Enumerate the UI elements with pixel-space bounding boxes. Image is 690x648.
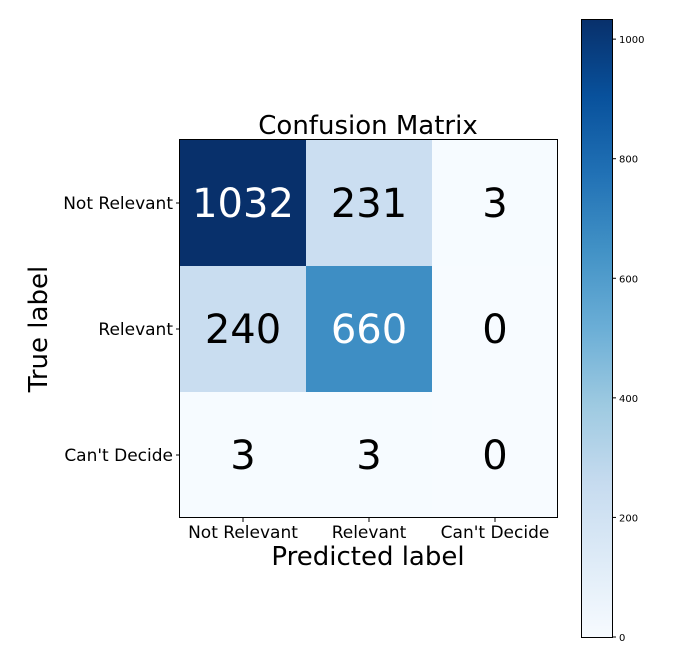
colorbar-ticks: 0 200 400 600 800 1000	[612, 35, 644, 644]
heatmap-cell	[432, 266, 558, 392]
x-tick-label: Relevant	[332, 523, 407, 543]
colorbar-tick-label: 600	[619, 274, 638, 285]
x-tick-label: Not Relevant	[188, 523, 298, 543]
y-axis-ticks: Not Relevant Relevant Can't Decide	[63, 194, 180, 466]
heatmap-cell	[306, 140, 432, 266]
colorbar	[581, 19, 613, 638]
y-tick-label: Can't Decide	[64, 446, 173, 466]
heatmap-cell	[306, 392, 432, 518]
x-tick-label: Can't Decide	[441, 523, 550, 543]
colorbar-tick-label: 0	[619, 633, 625, 644]
cell-value-label: 0	[482, 433, 507, 479]
x-axis-label: Predicted label	[271, 542, 464, 572]
colorbar-tick-label: 200	[619, 513, 638, 524]
heatmap-cells	[180, 140, 558, 518]
heatmap-cell-labels: 1032 231 3 240 660 0 3 3 0	[192, 181, 508, 479]
heatmap-cell	[432, 140, 558, 266]
heatmap-cell	[180, 140, 306, 266]
y-axis-label: True label	[24, 266, 54, 393]
chart-title: Confusion Matrix	[258, 111, 477, 141]
y-tick-label: Not Relevant	[63, 194, 173, 214]
x-axis-ticks: Not Relevant Relevant Can't Decide	[188, 518, 549, 543]
colorbar-tick-label: 400	[619, 394, 638, 405]
cell-value-label: 3	[230, 433, 255, 479]
cell-value-label: 660	[331, 307, 407, 353]
y-tick-label: Relevant	[98, 320, 173, 340]
cell-value-label: 231	[331, 181, 407, 227]
colorbar-tick-label: 1000	[619, 35, 644, 46]
heatmap-cell	[306, 266, 432, 392]
heatmap-cell	[180, 392, 306, 518]
cell-value-label: 1032	[192, 181, 294, 227]
heatmap-cell	[432, 392, 558, 518]
heatmap-cell	[180, 266, 306, 392]
cell-value-label: 3	[356, 433, 381, 479]
cell-value-label: 0	[482, 307, 507, 353]
cell-value-label: 240	[205, 307, 281, 353]
colorbar-tick-label: 800	[619, 155, 638, 166]
cell-value-label: 3	[482, 181, 507, 227]
